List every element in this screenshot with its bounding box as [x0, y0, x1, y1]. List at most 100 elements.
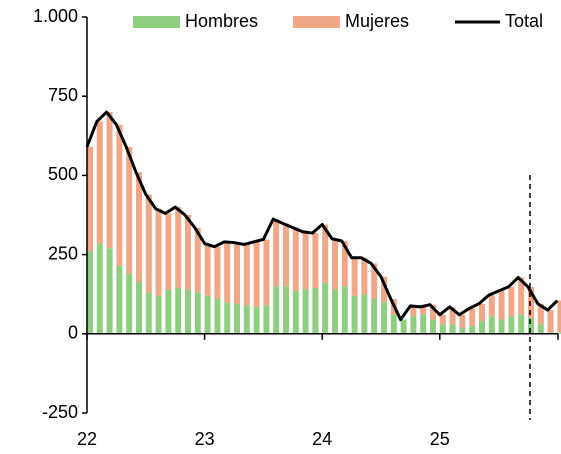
- bar: [459, 327, 466, 334]
- bar: [518, 314, 525, 334]
- bar: [204, 243, 211, 296]
- bar: [126, 146, 133, 274]
- bar: [136, 281, 142, 334]
- bar: [371, 263, 378, 299]
- bar: [302, 231, 309, 290]
- bar: [420, 314, 427, 334]
- bar: [283, 223, 289, 287]
- bar: [410, 305, 417, 317]
- bar: [126, 273, 133, 334]
- bar: [537, 324, 544, 334]
- bar: [459, 314, 466, 328]
- bar: [273, 219, 280, 287]
- bar: [165, 213, 172, 290]
- legend-swatch: [133, 16, 180, 28]
- total-line: [85, 110, 559, 322]
- bar: [508, 316, 515, 334]
- bar: [400, 319, 407, 334]
- bar: [136, 172, 142, 282]
- x-tick-label: 25: [430, 429, 450, 449]
- bar: [371, 298, 378, 334]
- bar: [155, 208, 162, 296]
- bar: [263, 239, 270, 306]
- bar: [528, 317, 534, 334]
- bar: [194, 227, 201, 293]
- bar: [381, 276, 387, 303]
- bar: [234, 303, 240, 334]
- bar: [243, 305, 250, 334]
- bar: [351, 257, 358, 296]
- bar: [243, 244, 250, 306]
- bar: [488, 316, 495, 334]
- bar: [430, 304, 436, 320]
- bar: [322, 224, 329, 284]
- bar: [547, 310, 554, 333]
- bar: [439, 314, 446, 325]
- bar: [253, 306, 260, 334]
- bar: [390, 314, 397, 334]
- bar: [332, 238, 338, 290]
- x-tick-label: 24: [312, 429, 332, 449]
- bar: [361, 257, 368, 295]
- bar: [145, 194, 152, 293]
- bar: [116, 265, 123, 334]
- legend-label: Mujeres: [345, 11, 409, 31]
- bar: [498, 291, 505, 320]
- bar: [557, 332, 561, 334]
- bar: [185, 289, 191, 334]
- bar: [145, 292, 152, 334]
- bar: [185, 215, 191, 290]
- bar: [116, 124, 123, 266]
- bar: [106, 112, 113, 249]
- bar: [194, 292, 201, 334]
- legend-swatch: [293, 16, 340, 28]
- y-tick-label: 1.000: [33, 6, 78, 26]
- bar: [96, 121, 103, 244]
- plot: 1.000 750 500 250 0 -250 22 23 24 25 Hombres Mujere…: [33, 6, 561, 449]
- bar: [204, 295, 211, 334]
- legend-label: Total: [505, 11, 543, 31]
- y-tick-label: 250: [48, 243, 78, 263]
- bar: [508, 286, 515, 317]
- bar: [106, 248, 113, 334]
- bar: [449, 324, 456, 334]
- bar: [430, 319, 436, 334]
- bar: [253, 241, 260, 307]
- bar: [214, 246, 221, 299]
- bar: [175, 207, 182, 288]
- bar: [479, 321, 485, 334]
- y-tick-label: -250: [42, 402, 78, 422]
- bar: [449, 306, 456, 325]
- bar: [557, 300, 561, 333]
- bar: [518, 277, 525, 315]
- bar: [87, 146, 93, 252]
- bar: [87, 251, 93, 334]
- bar: [361, 294, 368, 334]
- bar: [312, 287, 319, 334]
- bar: [528, 286, 534, 318]
- bar: [292, 227, 299, 292]
- legend-label: Hombres: [185, 11, 258, 31]
- bar: [312, 233, 319, 288]
- bar: [341, 240, 348, 287]
- bar: [537, 303, 544, 325]
- bar: [381, 302, 387, 334]
- bar: [498, 319, 505, 334]
- bar: [155, 295, 162, 334]
- y-tick-label: 500: [48, 164, 78, 184]
- bar: [547, 332, 554, 334]
- bar: [175, 287, 182, 334]
- bar: [410, 316, 417, 334]
- bar: [420, 306, 427, 315]
- x-tick-label: 23: [195, 429, 215, 449]
- bar: [322, 283, 329, 334]
- bar: [234, 242, 240, 304]
- bar: [292, 291, 299, 334]
- bar: [263, 305, 270, 334]
- bar: [214, 298, 221, 334]
- bar: [224, 241, 231, 303]
- bar: [488, 295, 495, 317]
- y-tick-label: 0: [68, 323, 78, 343]
- bar: [96, 243, 103, 334]
